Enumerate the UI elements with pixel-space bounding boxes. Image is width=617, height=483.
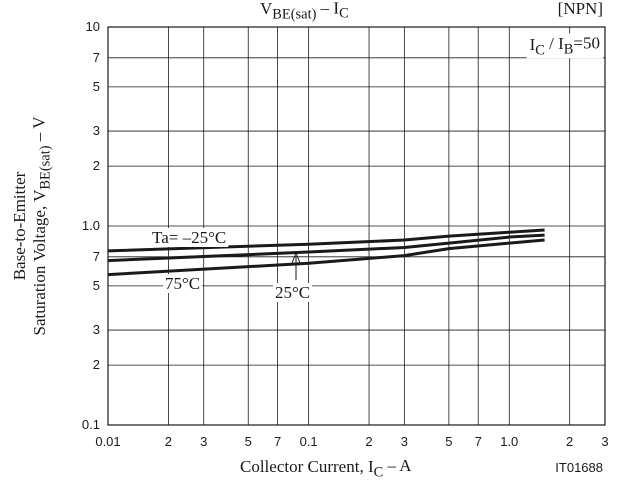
x-tick-label: 5 <box>245 434 252 449</box>
x-tick-label: 7 <box>274 434 281 449</box>
y-tick-label: 1.0 <box>82 218 100 233</box>
y-axis-label-part: – V <box>29 116 48 146</box>
annotation-part: C <box>535 42 545 58</box>
y-tick-label: 3 <box>93 322 100 337</box>
y-tick-label: 7 <box>93 50 100 65</box>
y-tick-label: 3 <box>93 123 100 138</box>
y-axis-label: Base-to-Emitter <box>10 171 29 280</box>
curve-label: Ta= –25°C <box>152 228 226 247</box>
x-axis-label-part: C <box>374 464 384 480</box>
annotation-part: / I <box>545 34 564 53</box>
x-tick-label: 1.0 <box>500 434 518 449</box>
x-axis-label-part: – A <box>383 456 412 475</box>
figure-code: IT01688 <box>555 460 603 475</box>
y-tick-label: 7 <box>93 249 100 264</box>
y-axis-label: Saturation Voltage, VBE(sat) – V <box>29 116 53 336</box>
chart-title-part: C <box>339 6 349 22</box>
chart-title-part: BE(sat) <box>272 6 316 22</box>
curve-label: 75°C <box>165 274 200 293</box>
y-tick-label: 5 <box>93 278 100 293</box>
label-bg <box>526 33 603 59</box>
x-tick-label: 5 <box>445 434 452 449</box>
x-axis-label-part: Collector Current, I <box>240 457 374 476</box>
tag: [NPN] <box>558 0 603 18</box>
x-tick-label: 0.1 <box>300 434 318 449</box>
chart-title-part: – I <box>316 0 339 17</box>
annotation: IC / IB=50 <box>530 33 600 58</box>
x-tick-label: 3 <box>601 434 608 449</box>
y-axis-label-part: BE(sat) <box>37 145 53 189</box>
annotation-part: B <box>564 42 574 58</box>
curve <box>107 238 545 277</box>
curve <box>107 233 545 263</box>
label-bg <box>273 283 313 302</box>
x-axis-label: Collector Current, IC – A <box>240 456 412 480</box>
x-tick-label: 2 <box>566 434 573 449</box>
annotation-part: =50 <box>573 33 600 52</box>
curve-label: 25°C <box>275 283 310 302</box>
y-tick-label: 2 <box>93 357 100 372</box>
label-bg <box>163 274 203 293</box>
x-tick-label: 7 <box>475 434 482 449</box>
curve <box>107 228 545 253</box>
y-axis-label-part: Base-to-Emitter <box>10 171 29 280</box>
y-tick-label: 5 <box>93 79 100 94</box>
arrow-head <box>291 251 301 264</box>
y-tick-label: 0.1 <box>82 417 100 432</box>
x-tick-label: 3 <box>401 434 408 449</box>
y-tick-label: 2 <box>93 158 100 173</box>
x-tick-label: 2 <box>365 434 372 449</box>
y-axis-label-part: Saturation Voltage, V <box>30 189 49 336</box>
chart-title-part: V <box>260 0 273 18</box>
annotation-part: I <box>530 35 536 54</box>
chart-title: VBE(sat) – IC <box>260 0 349 22</box>
x-tick-label: 0.01 <box>95 434 120 449</box>
y-tick-label: 10 <box>86 19 100 34</box>
x-tick-label: 2 <box>165 434 172 449</box>
label-bg <box>150 228 229 247</box>
x-tick-label: 3 <box>200 434 207 449</box>
